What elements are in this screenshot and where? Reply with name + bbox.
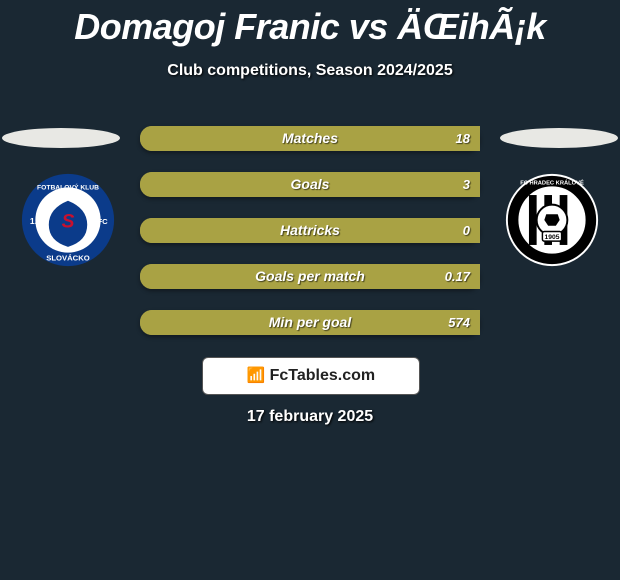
svg-text:SLOVÁCKO: SLOVÁCKO (46, 253, 90, 262)
date-label: 17 february 2025 (0, 408, 620, 426)
brand-badge[interactable]: 📶FcTables.com (202, 357, 420, 395)
stat-bar: Min per goal574 (140, 310, 480, 335)
stat-bar: Goals3 (140, 172, 480, 197)
stat-bar: Matches18 (140, 126, 480, 151)
svg-text:FC: FC (97, 217, 108, 226)
stat-bar-label: Goals (140, 172, 480, 197)
svg-text:FOTBALOVÝ KLUB: FOTBALOVÝ KLUB (37, 182, 99, 191)
stat-bar-label: Hattricks (140, 218, 480, 243)
stat-bar: Goals per match0.17 (140, 264, 480, 289)
stat-bar-label: Min per goal (140, 310, 480, 335)
svg-text:FC HRADEC KRÁLOVÉ: FC HRADEC KRÁLOVÉ (520, 178, 584, 186)
player-right-shadow (500, 128, 618, 148)
comparison-card: Domagoj Franic vs ÄŒihÃ¡k Club competiti… (0, 0, 620, 580)
player-left-shadow (2, 128, 120, 148)
brand-label: FcTables.com (270, 367, 376, 384)
subtitle: Club competitions, Season 2024/2025 (0, 62, 620, 80)
stat-bar-label: Matches (140, 126, 480, 151)
stat-value-right: 574 (448, 310, 470, 335)
stat-bar-label: Goals per match (140, 264, 480, 289)
svg-text:1905: 1905 (545, 234, 560, 241)
page-title: Domagoj Franic vs ÄŒihÃ¡k (0, 6, 620, 48)
stat-bars: Matches18 Goals3 Hattricks0 Goals per match… (140, 126, 480, 356)
svg-text:S: S (62, 212, 75, 233)
club-badge-left: S FOTBALOVÝ KLUB SLOVÁCKO 1. FC (20, 172, 116, 268)
stat-value-right: 3 (463, 172, 470, 197)
stat-value-right: 18 (456, 126, 470, 151)
club-badge-right: 1905 FC HRADEC KRÁLOVÉ (504, 172, 600, 268)
stat-bar: Hattricks0 (140, 218, 480, 243)
stat-value-right: 0.17 (445, 264, 470, 289)
stat-value-right: 0 (463, 218, 470, 243)
svg-text:1.: 1. (30, 216, 37, 226)
chart-icon: 📶 (247, 367, 266, 384)
